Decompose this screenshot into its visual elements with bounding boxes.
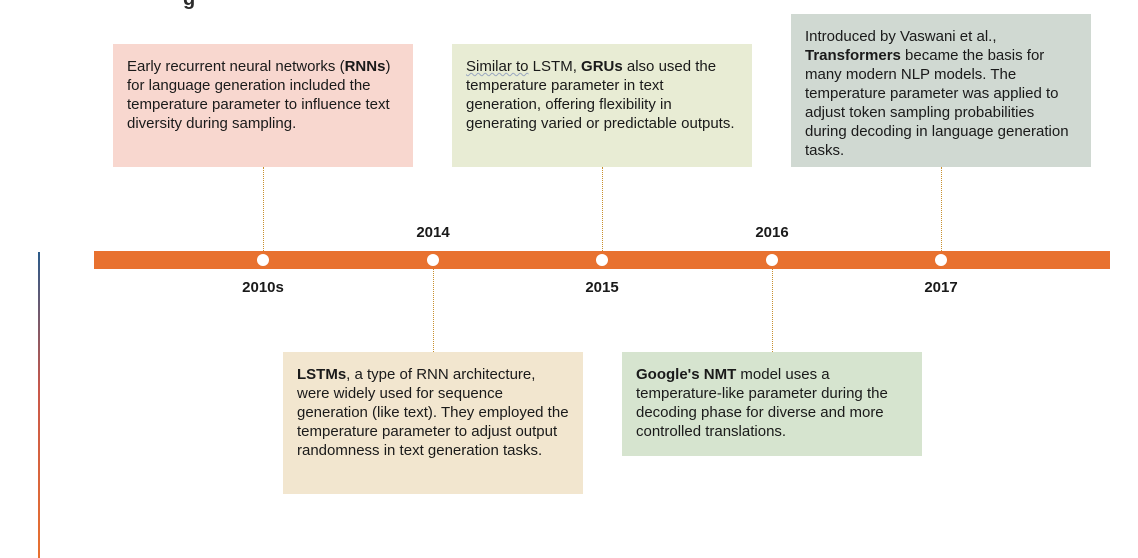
year-label-2014: 2014 xyxy=(416,224,450,241)
milestone-card-2010s: Early recurrent neural networks (RNNs) f… xyxy=(113,44,413,167)
card-text-bold: LSTMs xyxy=(297,366,347,383)
year-label-2017: 2017 xyxy=(924,279,958,296)
milestone-card-2015: Similar to LSTM, GRUs also used the temp… xyxy=(452,44,752,167)
card-text-bold: Transformers xyxy=(805,47,901,64)
year-label-2015: 2015 xyxy=(585,279,619,296)
card-text: Similar to xyxy=(466,58,529,75)
card-text: became the basis for many modern NLP mod… xyxy=(805,47,1069,159)
connector-2017 xyxy=(941,167,942,255)
card-text-bold: Google's NMT xyxy=(636,366,737,383)
milestone-card-2014: LSTMs, a type of RNN architecture, were … xyxy=(283,352,583,494)
card-text: Introduced by Vaswani et al., xyxy=(805,28,997,45)
connector-2010s xyxy=(263,167,264,255)
card-text: Early recurrent neural networks ( xyxy=(127,58,345,75)
milestone-card-2017: Introduced by Vaswani et al., Transforme… xyxy=(791,14,1091,167)
connector-2015 xyxy=(602,167,603,255)
card-text: , a type of RNN architecture, were widel… xyxy=(297,366,569,459)
card-text-bold: GRUs xyxy=(581,58,623,75)
card-text: ) for language generation included the t… xyxy=(127,58,391,132)
card-text-bold: RNNs xyxy=(344,58,386,75)
year-label-2010s: 2010s xyxy=(242,279,284,296)
timeline-marker-2015 xyxy=(596,254,608,266)
timeline-marker-2017 xyxy=(935,254,947,266)
cut-off-title-fragment: g xyxy=(183,0,195,11)
card-text: model uses a temperature-like parameter … xyxy=(636,366,888,440)
year-label-2016: 2016 xyxy=(755,224,789,241)
connector-2016 xyxy=(772,265,773,352)
timeline-marker-2014 xyxy=(427,254,439,266)
timeline-marker-2010s xyxy=(257,254,269,266)
card-text: LSTM, xyxy=(528,58,582,75)
left-accent-line xyxy=(38,252,40,558)
timeline-marker-2016 xyxy=(766,254,778,266)
card-text: also used the temperature parameter in t… xyxy=(466,58,735,132)
milestone-card-2016: Google's NMT model uses a temperature-li… xyxy=(622,352,922,456)
connector-2014 xyxy=(433,265,434,352)
